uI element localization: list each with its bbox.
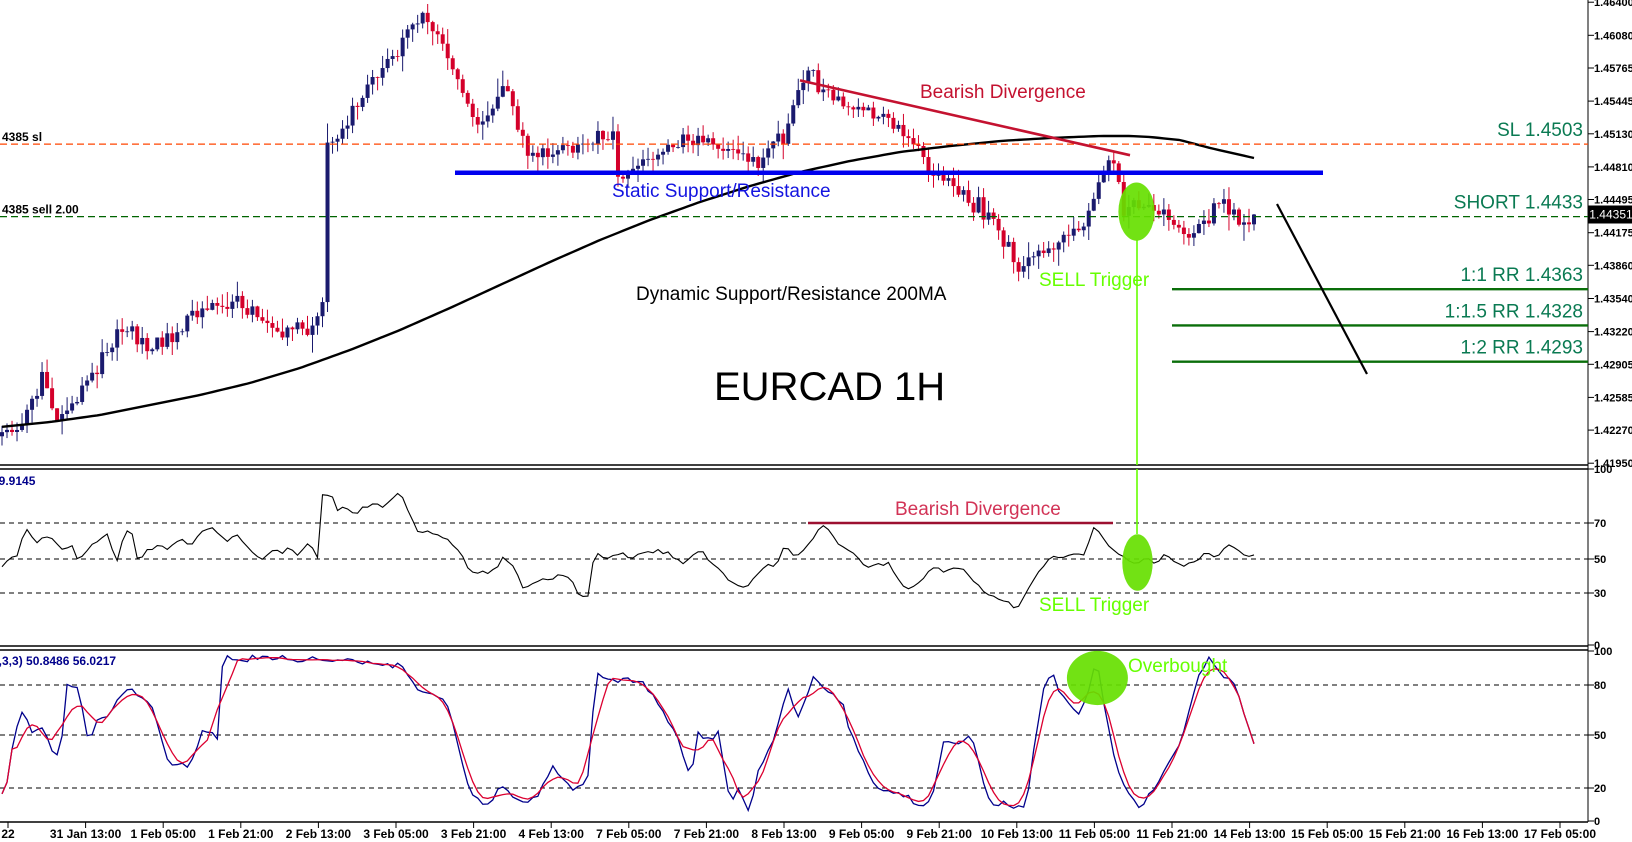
svg-text:100: 100 <box>1594 646 1612 658</box>
svg-text:1.44351: 1.44351 <box>1589 208 1632 222</box>
svg-text:1.43540: 1.43540 <box>1594 294 1632 306</box>
svg-text:31 Jan 13:00: 31 Jan 13:00 <box>50 827 122 841</box>
svg-text:EURCAD 1H: EURCAD 1H <box>714 365 945 409</box>
svg-text:0: 0 <box>1594 816 1600 828</box>
svg-text:7 Feb 21:00: 7 Feb 21:00 <box>674 827 740 841</box>
svg-text:22: 22 <box>1 827 15 841</box>
svg-text:4385 sl: 4385 sl <box>2 130 42 144</box>
svg-text:10 Feb 13:00: 10 Feb 13:00 <box>981 827 1053 841</box>
svg-text:SL 1.4503: SL 1.4503 <box>1497 120 1583 141</box>
svg-text:1:1.5 RR 1.4328: 1:1.5 RR 1.4328 <box>1445 301 1583 322</box>
svg-text:1.42585: 1.42585 <box>1594 392 1632 404</box>
svg-text:50: 50 <box>1594 730 1606 742</box>
svg-text:Bearish Divergence: Bearish Divergence <box>895 499 1061 520</box>
svg-text:1.44495: 1.44495 <box>1594 195 1632 207</box>
svg-text:Static Support/Resistance: Static Support/Resistance <box>612 181 831 202</box>
svg-text:1 Feb 21:00: 1 Feb 21:00 <box>208 827 274 841</box>
svg-text:80: 80 <box>1594 680 1606 692</box>
svg-text:1.46400: 1.46400 <box>1594 0 1632 9</box>
svg-text:70: 70 <box>1594 518 1606 530</box>
svg-text:1:1 RR 1.4363: 1:1 RR 1.4363 <box>1460 265 1583 286</box>
svg-text:17 Feb 05:00: 17 Feb 05:00 <box>1524 827 1596 841</box>
svg-text:1.43860: 1.43860 <box>1594 260 1632 272</box>
svg-text:1.42270: 1.42270 <box>1594 425 1632 437</box>
svg-text:100: 100 <box>1594 464 1612 476</box>
svg-text:15 Feb 05:00: 15 Feb 05:00 <box>1291 827 1363 841</box>
svg-text:Dynamic Support/Resistance 200: Dynamic Support/Resistance 200MA <box>636 284 947 305</box>
svg-text:9 Feb 21:00: 9 Feb 21:00 <box>907 827 973 841</box>
svg-text:20: 20 <box>1594 783 1606 795</box>
svg-text:1.45130: 1.45130 <box>1594 129 1632 141</box>
svg-text:50: 50 <box>1594 554 1606 566</box>
svg-text:11 Feb 21:00: 11 Feb 21:00 <box>1136 827 1208 841</box>
svg-text:49.9145: 49.9145 <box>0 474 36 488</box>
svg-text:9 Feb 05:00: 9 Feb 05:00 <box>829 827 895 841</box>
svg-text:8 Feb 13:00: 8 Feb 13:00 <box>751 827 817 841</box>
svg-text:30: 30 <box>1594 588 1606 600</box>
svg-text:SELL Trigger: SELL Trigger <box>1039 595 1150 616</box>
svg-text:1 Feb 05:00: 1 Feb 05:00 <box>131 827 197 841</box>
svg-text:15 Feb 21:00: 15 Feb 21:00 <box>1369 827 1441 841</box>
svg-text:1.44175: 1.44175 <box>1594 228 1632 240</box>
svg-text:SHORT 1.4433: SHORT 1.4433 <box>1454 193 1583 214</box>
svg-text:1:2 RR 1.4293: 1:2 RR 1.4293 <box>1460 338 1583 359</box>
svg-text:1.46080: 1.46080 <box>1594 30 1632 42</box>
svg-text:4 Feb 13:00: 4 Feb 13:00 <box>519 827 585 841</box>
svg-text:1.44810: 1.44810 <box>1594 162 1632 174</box>
svg-text:1.45765: 1.45765 <box>1594 63 1632 75</box>
svg-text:7 Feb 05:00: 7 Feb 05:00 <box>596 827 662 841</box>
svg-text:2 Feb 13:00: 2 Feb 13:00 <box>286 827 352 841</box>
svg-text:5,3,3) 50.8486 56.0217: 5,3,3) 50.8486 56.0217 <box>0 654 116 668</box>
svg-text:16 Feb 13:00: 16 Feb 13:00 <box>1446 827 1518 841</box>
svg-text:SELL Trigger: SELL Trigger <box>1039 270 1150 291</box>
svg-text:3 Feb 05:00: 3 Feb 05:00 <box>363 827 429 841</box>
svg-text:11 Feb 05:00: 11 Feb 05:00 <box>1059 827 1131 841</box>
svg-text:Bearish Divergence: Bearish Divergence <box>920 82 1086 103</box>
svg-text:14 Feb 13:00: 14 Feb 13:00 <box>1214 827 1286 841</box>
svg-text:4385 sell 2.00: 4385 sell 2.00 <box>2 203 79 217</box>
svg-text:3 Feb 21:00: 3 Feb 21:00 <box>441 827 507 841</box>
svg-text:1.43220: 1.43220 <box>1594 327 1632 339</box>
svg-text:1.45445: 1.45445 <box>1594 96 1632 108</box>
svg-text:Overbought: Overbought <box>1128 656 1228 677</box>
svg-text:1.42905: 1.42905 <box>1594 359 1632 371</box>
